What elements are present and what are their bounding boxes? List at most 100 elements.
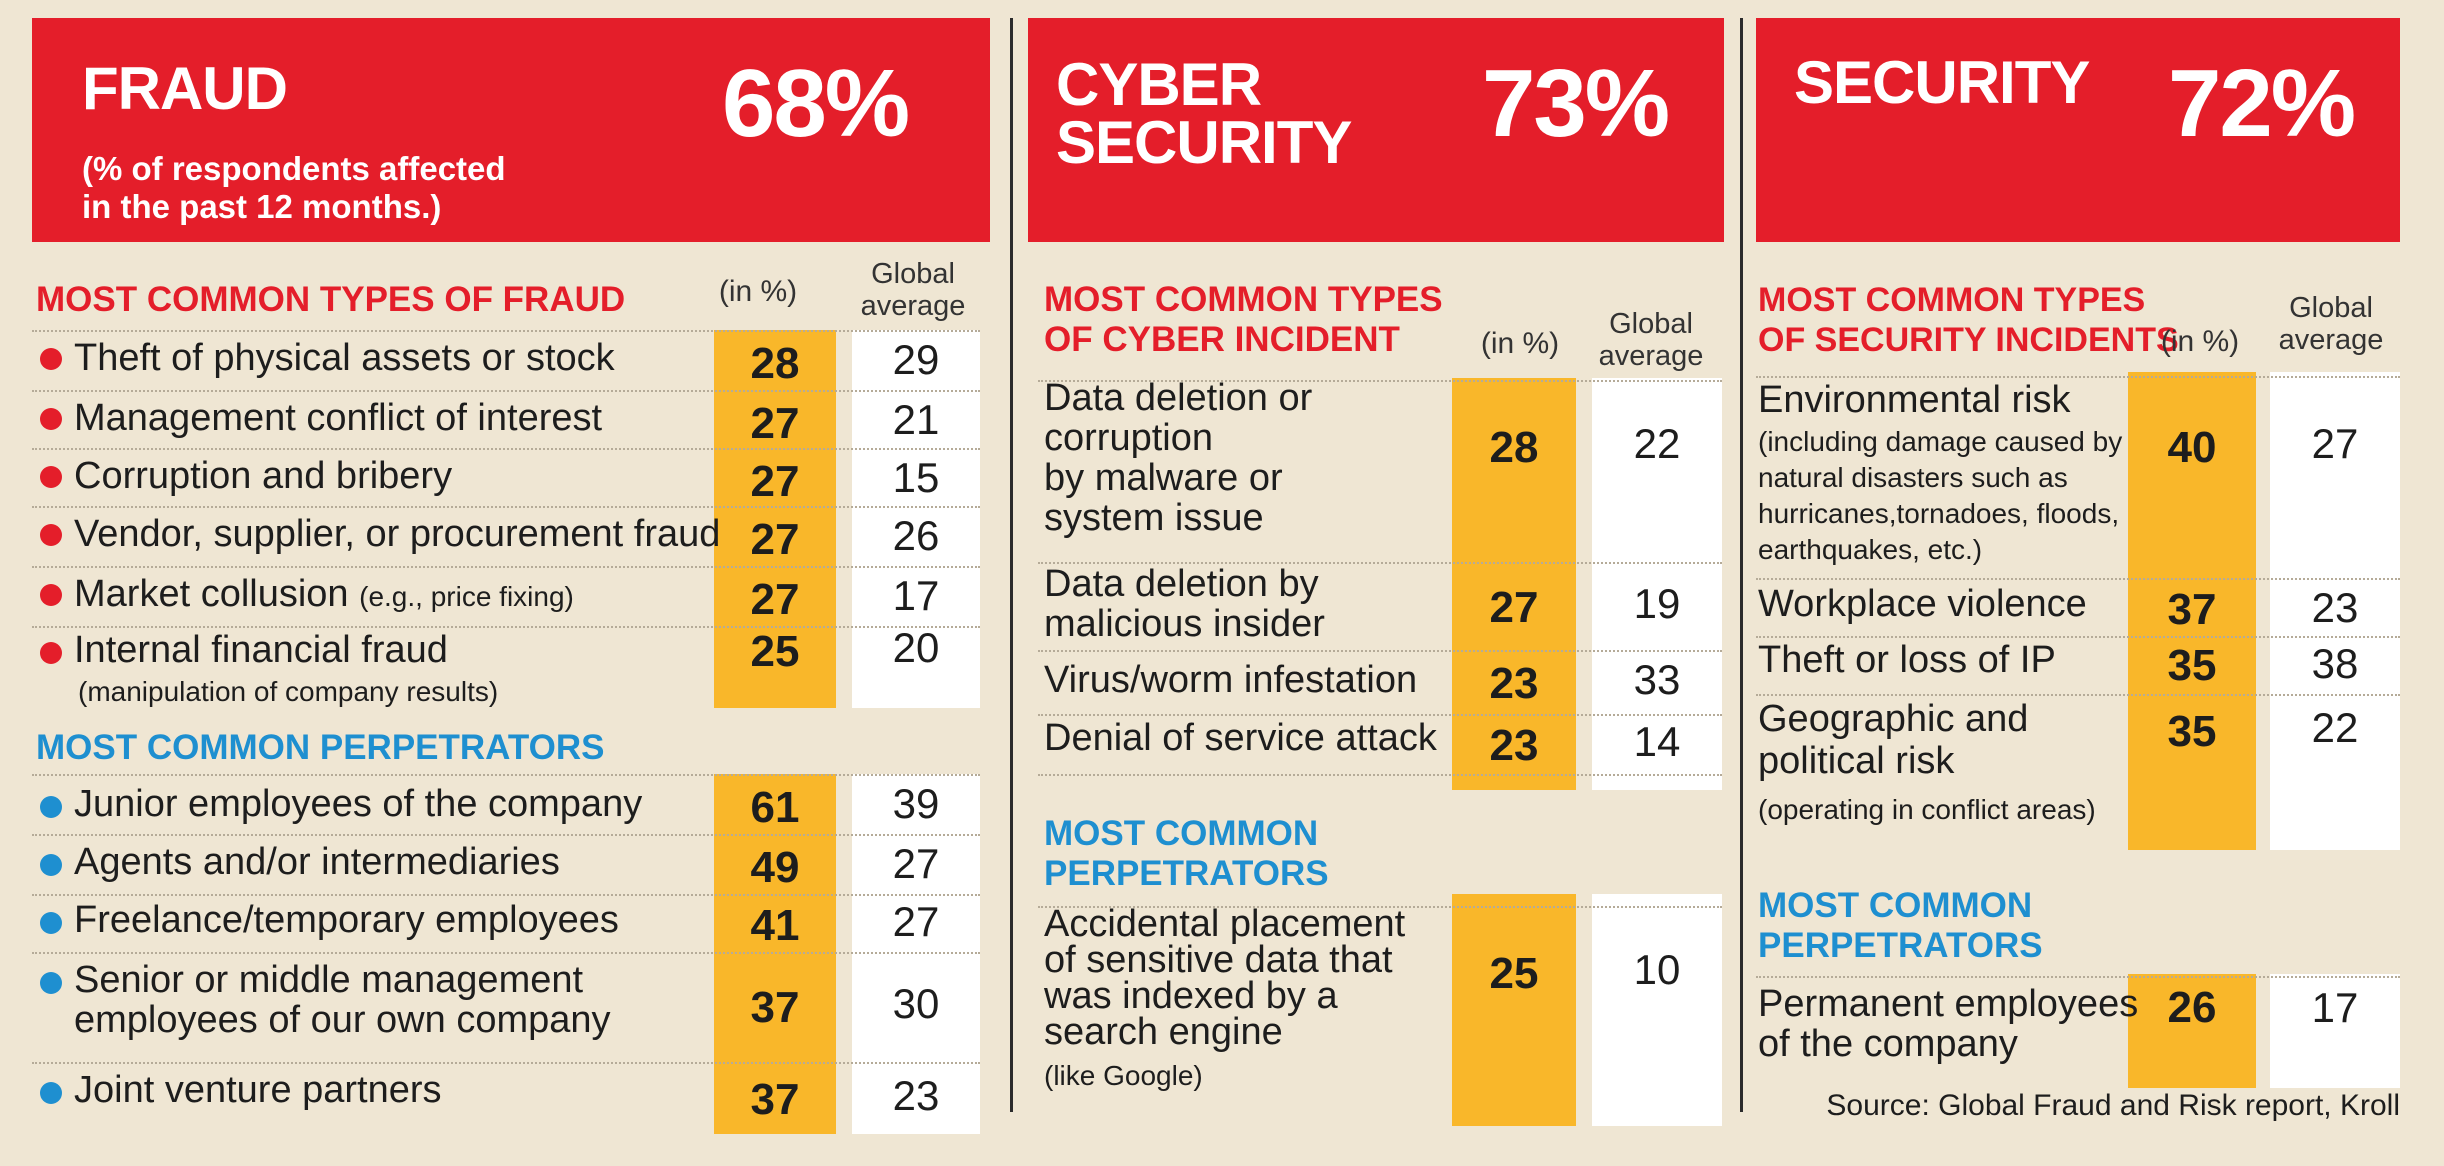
cyber-header: CYBER SECURITY 73% xyxy=(1028,18,1724,242)
fraud-perp-value: 37 xyxy=(750,983,800,1032)
fraud-headline-percent: 68% xyxy=(722,50,910,157)
fraud-panel: FRAUD (% of respondents affected in the … xyxy=(32,18,992,1134)
security-type-label: Geographic and political risk xyxy=(1758,698,2029,782)
security-perp-in-bar xyxy=(2128,974,2256,1088)
row-separator xyxy=(1038,774,1722,776)
security-type-label: Environmental risk xyxy=(1758,379,2071,421)
row-separator xyxy=(32,894,980,896)
fraud-perp-label: Senior or middle management employees of… xyxy=(74,959,611,1041)
row-separator xyxy=(32,330,980,332)
cyber-perp-global: 10 xyxy=(1633,946,1681,993)
fraud-perp-value: 49 xyxy=(750,843,800,892)
fraud-type-label: Management conflict of interest xyxy=(74,397,603,439)
row-separator xyxy=(1038,650,1722,652)
row-separator xyxy=(1038,714,1722,716)
row-separator xyxy=(1038,562,1722,564)
fraud-perp-label: Freelance/temporary employees xyxy=(74,899,619,941)
security-title: SECURITY xyxy=(1794,49,2090,116)
fraud-perp-global: 23 xyxy=(892,1072,940,1119)
fraud-subtitle: (% of respondents affected in the past 1… xyxy=(82,150,506,225)
security-header: SECURITY 72% xyxy=(1756,18,2400,242)
security-type-global: 22 xyxy=(2311,704,2359,751)
source-credit: Source: Global Fraud and Risk report, Kr… xyxy=(1826,1089,2400,1122)
row-separator xyxy=(1756,376,2400,378)
security-types-heading: MOST COMMON TYPES OF SECURITY INCIDENTS xyxy=(1758,281,2179,359)
fraud-perp-global: 30 xyxy=(892,980,940,1027)
fraud-perp-global: 39 xyxy=(892,780,940,827)
security-perp-global: 17 xyxy=(2311,984,2359,1031)
fraud-title: FRAUD xyxy=(82,55,288,122)
fraud-perp-label: Agents and/or intermediaries xyxy=(74,841,560,883)
fraud-type-global: 26 xyxy=(892,512,940,559)
cyber-types-heading: MOST COMMON TYPES OF CYBER INCIDENT xyxy=(1044,280,1443,359)
cyber-perp-in-bar xyxy=(1452,894,1576,1126)
security-headline-percent: 72% xyxy=(2168,50,2356,157)
cyber-headline-percent: 73% xyxy=(1482,50,1670,157)
security-type-label: Workplace violence xyxy=(1758,583,2087,625)
fraud-perp-label: Junior employees of the company xyxy=(74,783,643,825)
cyber-perp-label: Accidental placement of sensitive data t… xyxy=(1044,903,1406,1053)
row-separator xyxy=(32,952,980,954)
security-types-global-bar xyxy=(2270,372,2400,850)
cyber-type-label: Data deletion by malicious insider xyxy=(1044,563,1325,645)
cyber-type-value: 23 xyxy=(1489,659,1539,708)
cyber-perp-global-bar xyxy=(1592,894,1722,1126)
row-separator xyxy=(32,566,980,568)
security-type-value: 40 xyxy=(2167,423,2217,472)
row-separator xyxy=(1756,976,2400,978)
fraud-type-global: 17 xyxy=(892,572,940,619)
security-type-global: 27 xyxy=(2311,420,2359,467)
fraud-type-label-text: Market collusion xyxy=(74,573,349,615)
security-type-global: 38 xyxy=(2311,640,2359,687)
row-separator xyxy=(32,390,980,392)
cyber-types-global-bar xyxy=(1592,378,1722,790)
fraud-type-global: 20 xyxy=(892,624,940,671)
security-col-in-percent: (in %) xyxy=(2160,325,2240,358)
fraud-perp-value: 41 xyxy=(750,901,800,950)
row-separator xyxy=(32,834,980,836)
security-perp-value: 26 xyxy=(2167,983,2217,1032)
red-bullet-icon xyxy=(40,466,62,488)
security-type-value: 35 xyxy=(2167,707,2217,756)
security-type-note: (including damage caused by natural disa… xyxy=(1758,426,2123,565)
security-perp-label: Permanent employees of the company xyxy=(1758,983,2139,1065)
fraud-type-global: 21 xyxy=(892,396,940,443)
fraud-col-in-percent: (in %) xyxy=(718,275,798,308)
row-separator xyxy=(32,506,980,508)
blue-bullet-icon xyxy=(40,972,62,994)
fraud-type-label: Corruption and bribery xyxy=(74,455,453,497)
row-separator xyxy=(1038,380,1722,382)
row-separator xyxy=(1756,694,2400,696)
fraud-type-label: Vendor, supplier, or procurement fraud xyxy=(74,513,721,555)
fraud-type-note: (e.g., price fixing) xyxy=(359,581,574,612)
cyber-panel: CYBER SECURITY 73% MOST COMMON TYPES OF … xyxy=(1028,18,1728,1126)
fraud-type-note: (manipulation of company results) xyxy=(78,676,499,707)
fraud-header: FRAUD (% of respondents affected in the … xyxy=(32,18,990,242)
row-separator xyxy=(1038,906,1722,908)
cyber-type-global: 14 xyxy=(1633,718,1681,765)
fraud-type-value: 27 xyxy=(750,457,800,506)
column-divider xyxy=(1740,18,1743,1112)
security-perp-global-bar xyxy=(2270,974,2400,1088)
fraud-perp-global: 27 xyxy=(892,840,940,887)
fraud-perp-global: 27 xyxy=(892,898,940,945)
security-types-in-bar xyxy=(2128,372,2256,850)
cyber-title: CYBER SECURITY xyxy=(1056,51,1352,176)
cyber-type-label: Denial of service attack xyxy=(1044,717,1437,759)
fraud-type-global: 15 xyxy=(892,454,940,501)
security-type-label: Theft or loss of IP xyxy=(1758,639,2056,681)
cyber-type-label: Data deletion or corruption by malware o… xyxy=(1044,377,1313,539)
cyber-perp-value: 25 xyxy=(1489,949,1539,998)
red-bullet-icon xyxy=(40,348,62,370)
cyber-types-in-bar xyxy=(1452,378,1576,790)
security-perpetrators-heading: MOST COMMON PERPETRATORS xyxy=(1758,886,2043,965)
security-type-note: (operating in conflict areas) xyxy=(1758,794,2096,825)
fraud-perp-label: Joint venture partners xyxy=(74,1069,442,1111)
security-type-value: 37 xyxy=(2167,585,2217,634)
red-bullet-icon xyxy=(40,524,62,546)
row-separator xyxy=(1756,578,2400,580)
fraud-type-value: 25 xyxy=(750,627,800,676)
row-separator xyxy=(32,774,980,776)
fraud-type-value: 27 xyxy=(750,575,800,624)
fraud-col-global: Global average xyxy=(860,258,966,322)
